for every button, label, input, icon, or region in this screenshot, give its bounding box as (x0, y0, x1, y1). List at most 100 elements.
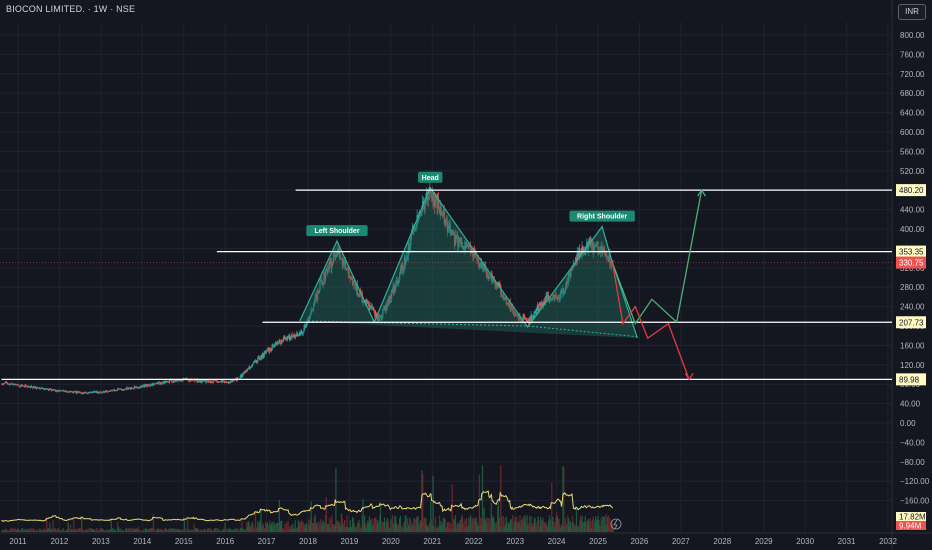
candle-body (240, 374, 242, 377)
volume-bar (81, 517, 83, 532)
volume-bar (298, 523, 300, 532)
volume-bar (57, 528, 60, 532)
volume-bar (96, 528, 98, 532)
price-label-badge (896, 256, 926, 269)
candle-body (344, 261, 347, 269)
volume-bar (166, 529, 168, 532)
candle-body (122, 389, 124, 391)
volume-bar (163, 529, 166, 532)
candle-body (505, 297, 508, 304)
symbol-title[interactable]: BIOCON LIMITED. · 1W · NSE (6, 4, 136, 14)
candle-body (582, 246, 584, 248)
candle-body (175, 379, 178, 382)
volume-bar (183, 530, 185, 532)
volume-bar (85, 529, 88, 532)
candle-body (99, 391, 101, 393)
price-tick-label: 40.00 (900, 400, 921, 409)
volume-bar (6, 529, 8, 532)
price-tick-label: 560.00 (900, 147, 925, 156)
volume-bar (218, 529, 220, 532)
candle-body (261, 354, 263, 359)
candle-body (477, 259, 480, 265)
candle-body (24, 385, 26, 387)
volume-bar (230, 528, 232, 532)
candle-body (359, 290, 361, 296)
candle-body (552, 294, 555, 297)
candle-body (205, 380, 207, 383)
candle-body (434, 196, 436, 207)
volume-bar (579, 515, 582, 532)
candle-body (158, 382, 160, 385)
candle-body (18, 384, 20, 387)
candle-body (136, 387, 138, 389)
candle-body (93, 391, 96, 393)
candle-body (467, 244, 469, 248)
volume-bar (189, 531, 191, 532)
volume-bar (470, 524, 472, 532)
candle-body (68, 391, 70, 393)
volume-bar (382, 522, 384, 532)
volume-bar (412, 526, 414, 532)
volume-bar (101, 528, 104, 532)
candle-body (330, 262, 332, 269)
projection-paths (611, 189, 707, 381)
candle-body (100, 391, 102, 393)
volume-bar (46, 529, 49, 532)
volume-bar (26, 529, 28, 532)
candle-body (517, 315, 519, 320)
currency-button[interactable]: INR (898, 4, 926, 20)
candle-body (300, 331, 303, 334)
volume-bar (276, 522, 278, 532)
candle-body (353, 280, 355, 282)
volume-bar (124, 530, 126, 532)
candle-body (332, 253, 335, 263)
volume-bar (403, 521, 406, 532)
volume-bar (363, 515, 366, 532)
candle-body (315, 294, 317, 298)
volume-bar (69, 525, 72, 532)
candle-body (108, 391, 110, 392)
volume-bar (228, 528, 230, 532)
price-tick-label: 680.00 (900, 89, 925, 98)
volume-bar (179, 529, 181, 532)
volume-bar (185, 530, 187, 532)
candle-body (367, 303, 370, 306)
candle-body (485, 269, 488, 276)
candle-body (320, 279, 322, 282)
candle-body (93, 391, 95, 393)
volume-bar (310, 501, 312, 532)
candle-body (144, 384, 147, 386)
candle-body (357, 293, 359, 296)
volume-bar (604, 523, 606, 532)
volume-bar (313, 517, 316, 532)
candle-body (428, 187, 430, 200)
volume-bar (383, 517, 386, 532)
candle-body (334, 252, 336, 256)
volume-bar (344, 519, 346, 532)
volume-bar (466, 528, 469, 532)
volume-bar (364, 526, 367, 532)
candle-body (64, 390, 66, 392)
volume-bar (446, 522, 449, 532)
candle-body (503, 296, 505, 300)
volume-bar (165, 528, 167, 532)
candle-body (206, 379, 209, 381)
volume-bar (235, 531, 237, 532)
volume-bar (32, 528, 34, 532)
volume-bar (253, 528, 255, 532)
volume-bar (231, 530, 233, 532)
volume-bar (152, 514, 155, 532)
candle-body (2, 384, 4, 386)
volume-bar (564, 517, 566, 532)
candle-body (413, 228, 415, 231)
volume-bar (440, 521, 442, 532)
time-axis[interactable]: 2011 2012 2013 2014 2015 2016 2017 2018 2019 2020… (9, 537, 897, 546)
volume-bar (532, 526, 535, 532)
candle-body (398, 280, 400, 283)
volume-bar (128, 528, 130, 532)
candle-body (215, 380, 218, 382)
candle-body (277, 343, 280, 344)
time-tick-label: 2025 (589, 537, 607, 546)
candle-body (170, 379, 172, 381)
